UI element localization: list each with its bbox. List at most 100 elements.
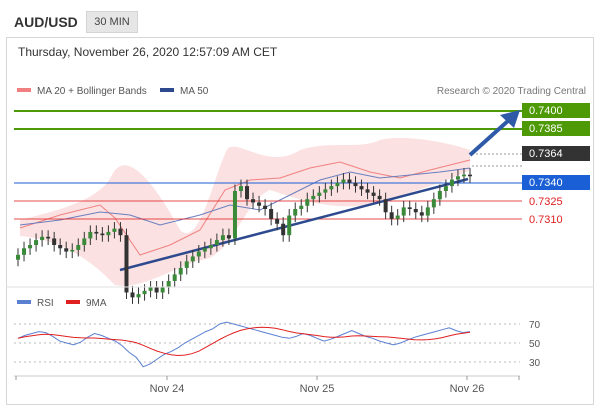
- bollinger-band: [20, 138, 470, 286]
- candle-body: [166, 281, 171, 288]
- candle-body: [335, 182, 340, 187]
- level-tag-0.7364: 0.7364: [522, 146, 590, 161]
- candle-body: [202, 248, 207, 252]
- candle-body: [269, 209, 274, 219]
- level-tag-0.7310: 0.7310: [529, 214, 563, 226]
- level-tag-bg: [522, 121, 590, 136]
- ma20-legend-swatch: [17, 88, 31, 92]
- candle-body: [389, 212, 394, 219]
- candle-body: [455, 176, 460, 180]
- candle-body: [287, 215, 292, 236]
- candle-body: [232, 191, 237, 239]
- candle-body: [371, 192, 376, 196]
- symbol-title: AUD/USD: [14, 14, 78, 30]
- rsi-label-30: 30: [529, 358, 541, 369]
- candle-body: [46, 236, 51, 239]
- candle-body: [353, 182, 358, 187]
- level-tag-text: 0.7364: [529, 148, 563, 160]
- candle-body: [130, 292, 135, 298]
- candle-body: [178, 267, 183, 275]
- candle-body: [82, 238, 87, 245]
- candle-body: [214, 240, 219, 245]
- candle-body: [263, 205, 268, 209]
- candle-body: [395, 215, 400, 219]
- candle-body: [196, 251, 201, 257]
- rsi-ma-legend-swatch: [66, 300, 80, 304]
- level-tag-text: 0.7385: [529, 123, 563, 135]
- candle-body: [220, 235, 225, 241]
- candle-body: [64, 248, 69, 252]
- ma50-legend-swatch: [160, 88, 174, 92]
- candle-body: [365, 189, 370, 193]
- candle-body: [22, 248, 27, 255]
- candle-body: [275, 218, 280, 224]
- candle-body: [425, 207, 430, 216]
- credit-text: Research © 2020 Trading Central: [437, 86, 586, 97]
- ma50-line: [19, 167, 471, 226]
- candle-body: [226, 235, 231, 239]
- candle-body: [281, 223, 286, 236]
- candle-body: [112, 228, 117, 232]
- rsi-label-70: 70: [529, 320, 541, 331]
- rsi-ma-line: [17, 326, 471, 357]
- candle-body: [28, 245, 33, 249]
- level-tag-0.7325: 0.7325: [529, 196, 563, 208]
- candle-body: [160, 287, 165, 293]
- rsi-ma-legend-label: 9MA: [86, 298, 107, 309]
- candle-body: [359, 186, 364, 190]
- level-tag-bg: [522, 103, 590, 118]
- level-tag-0.7340: 0.7340: [522, 175, 590, 190]
- level-tag-text: 0.7400: [529, 105, 563, 117]
- candle-body: [238, 186, 243, 191]
- candle-body: [142, 290, 147, 295]
- candle-body: [419, 212, 424, 216]
- level-tag-bg: [522, 175, 590, 190]
- candle-body: [383, 199, 388, 213]
- candle-body: [190, 256, 195, 262]
- x-label-nov24: Nov 24: [150, 383, 185, 395]
- ma20-line: [19, 159, 471, 256]
- candle-body: [431, 199, 436, 208]
- candle-body: [245, 186, 250, 200]
- candle-body: [443, 186, 448, 191]
- candle-body: [413, 209, 418, 213]
- candle-body: [251, 199, 256, 203]
- candle-body: [329, 186, 334, 190]
- candle-body: [317, 192, 322, 196]
- candle-body: [94, 231, 99, 234]
- candle-body: [118, 228, 123, 236]
- candle-body: [341, 179, 346, 183]
- chart-header: AUD/USD 30 MIN: [0, 0, 600, 40]
- candle-body: [124, 235, 129, 293]
- rsi-line: [17, 321, 471, 368]
- trendline: [119, 177, 469, 272]
- candle-body: [52, 238, 57, 245]
- candle-body: [88, 231, 93, 239]
- candle-body: [58, 245, 63, 249]
- candle-body: [293, 209, 298, 216]
- candle-body: [299, 205, 304, 209]
- candle-body: [154, 287, 159, 293]
- candle-body: [76, 245, 81, 250]
- candle-body: [40, 236, 45, 241]
- candle-body: [34, 240, 39, 245]
- level-tag-bg: [522, 146, 590, 161]
- timeframe-badge[interactable]: 30 MIN: [86, 11, 138, 33]
- candle-body: [377, 195, 382, 200]
- candle-body: [106, 231, 111, 236]
- ma50-legend-label: MA 50: [180, 86, 209, 97]
- level-tag-0.7400: 0.7400: [522, 103, 590, 118]
- candle-body: [148, 287, 153, 291]
- candle-body: [70, 249, 75, 252]
- candle-body: [311, 195, 316, 200]
- candle-body: [401, 207, 406, 216]
- candle-body: [257, 202, 262, 206]
- candle-body: [468, 174, 472, 177]
- candle-body: [305, 199, 310, 206]
- level-tag-0.7385: 0.7385: [522, 121, 590, 136]
- rsi-legend-label: RSI: [37, 298, 54, 309]
- datetime-label: Thursday, November 26, 2020 12:57:09 AM …: [18, 45, 278, 59]
- candle-body: [100, 233, 105, 236]
- candles-group: [16, 168, 472, 304]
